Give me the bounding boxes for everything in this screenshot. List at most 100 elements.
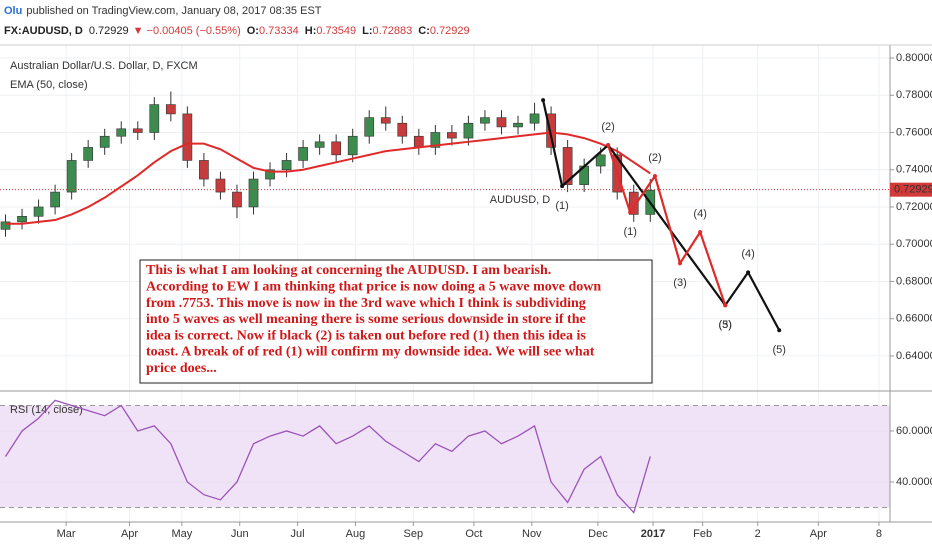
symbol: FX:AUDUSD, D [4, 25, 83, 37]
y-tick-label: 0.74000 [896, 164, 932, 176]
x-tick-label: Jul [291, 528, 305, 540]
candle-body [314, 141, 325, 148]
candle-body [265, 169, 275, 180]
candle-body [99, 135, 110, 148]
header-line2: FX:AUDUSD, D 0.72929 ▼ −0.00405 (−0.55%) O:… [4, 25, 470, 37]
rsi-line [4, 399, 651, 514]
wave-point [606, 143, 611, 148]
y-tick-label: 0.76000 [896, 126, 932, 138]
axis-strip [890, 45, 932, 545]
wave-point [723, 303, 728, 308]
candle-body [430, 132, 441, 148]
wave-point [777, 328, 782, 333]
wave-label: (2) [601, 121, 614, 133]
x-tick-label: 8 [876, 528, 882, 540]
candle-body [595, 154, 606, 167]
candle-body [248, 178, 259, 208]
ohlc-value: 0.72883 [373, 25, 413, 37]
candle-body [628, 191, 639, 215]
wave-label: (1) [555, 200, 568, 212]
candle-body [83, 147, 94, 161]
note-line: idea is correct. Now if black (2) is tak… [146, 328, 586, 343]
y-tick-label: 0.68000 [896, 275, 932, 287]
candle-body [529, 113, 540, 124]
y-tick-label: 0.66000 [896, 313, 932, 325]
candle-body [132, 128, 143, 133]
note-frame [139, 259, 653, 384]
wave-point [652, 174, 657, 179]
header-line1: Olu published on TradingView.com, January… [4, 5, 322, 17]
wave-label: (3) [673, 277, 686, 289]
wave-label: (5) [718, 319, 731, 331]
wave-label: (3) [718, 319, 731, 331]
candle-body [364, 117, 375, 137]
y-tick-label: 0.72000 [896, 201, 932, 213]
candle-body [380, 117, 391, 124]
candle-body [33, 206, 44, 217]
candle-body [413, 135, 424, 148]
axes: Mar Apr May Jun Jul Aug Sep Oct Nov Dec 2017 Feb 2 Ap… [57, 52, 932, 540]
candle-body [182, 113, 193, 161]
candle-body [562, 147, 573, 185]
candle-body [347, 135, 358, 156]
x-tick-label: Apr [810, 528, 827, 540]
x-tick-label: Sep [404, 528, 424, 540]
candle-body [232, 191, 242, 208]
wave-label: (4) [693, 208, 706, 220]
wave-point [678, 261, 683, 266]
author: Olu [4, 5, 22, 17]
candle-body [546, 113, 556, 148]
candle-body [215, 178, 226, 193]
candle-body [50, 191, 60, 208]
candle-body [513, 122, 523, 128]
wave-point [541, 98, 546, 103]
wave-label: (1) [623, 226, 636, 238]
candle-body [447, 132, 457, 139]
candle-body [199, 160, 209, 180]
note-line: into 5 waves as well meaning there is so… [146, 312, 586, 327]
ohlc-label: H: [305, 25, 317, 37]
candle-body [463, 122, 474, 139]
rsi-band [0, 405, 890, 508]
candle-body [165, 104, 176, 115]
candle-body [496, 117, 507, 128]
wave-point [746, 270, 751, 275]
x-tick-label: Feb [693, 528, 712, 540]
note-line: According to EW I am thinking that price… [146, 280, 601, 295]
wave-label: (2) [648, 152, 661, 164]
ema-line [5, 131, 651, 225]
ohlc-value: 0.73334 [259, 25, 299, 37]
x-tick-label: Jun [231, 528, 249, 540]
watermark: AUDUSD, D [490, 194, 551, 206]
last: 0.72929 [89, 25, 129, 37]
legend-entry: EMA (50, close) [10, 79, 88, 91]
ohlc-label: L: [362, 25, 372, 37]
x-tick-label: May [171, 528, 192, 540]
x-tick-label: Mar [57, 528, 76, 540]
ohlc-value: 0.73549 [316, 25, 356, 37]
x-tick-label: 2 [755, 528, 761, 540]
wave-point [560, 184, 565, 189]
candle-body [116, 128, 127, 137]
candle-body [331, 141, 342, 156]
candle-body [281, 160, 292, 171]
x-tick-label: Nov [522, 528, 542, 540]
last-price-box [890, 182, 932, 197]
x-tick-label: Dec [588, 528, 608, 540]
panel-title: Australian Dollar/U.S. Dollar, D, FXCM [10, 60, 198, 72]
x-tick-label: Aug [346, 528, 366, 540]
wave-path [607, 144, 727, 306]
wave-point [628, 210, 633, 215]
published: published on TradingView.com, January 08… [26, 5, 321, 17]
wave-label: (4) [741, 248, 754, 260]
last-price-label: 0.72929 [894, 184, 932, 196]
candle-body [480, 117, 490, 124]
change: ▼ −0.00405 (−0.55%) [133, 25, 241, 37]
note-box: This is what I am looking at concerning … [139, 259, 653, 384]
x-tick-label: Apr [121, 528, 138, 540]
wave-point [698, 230, 703, 235]
y-tick-label: 0.78000 [896, 89, 932, 101]
